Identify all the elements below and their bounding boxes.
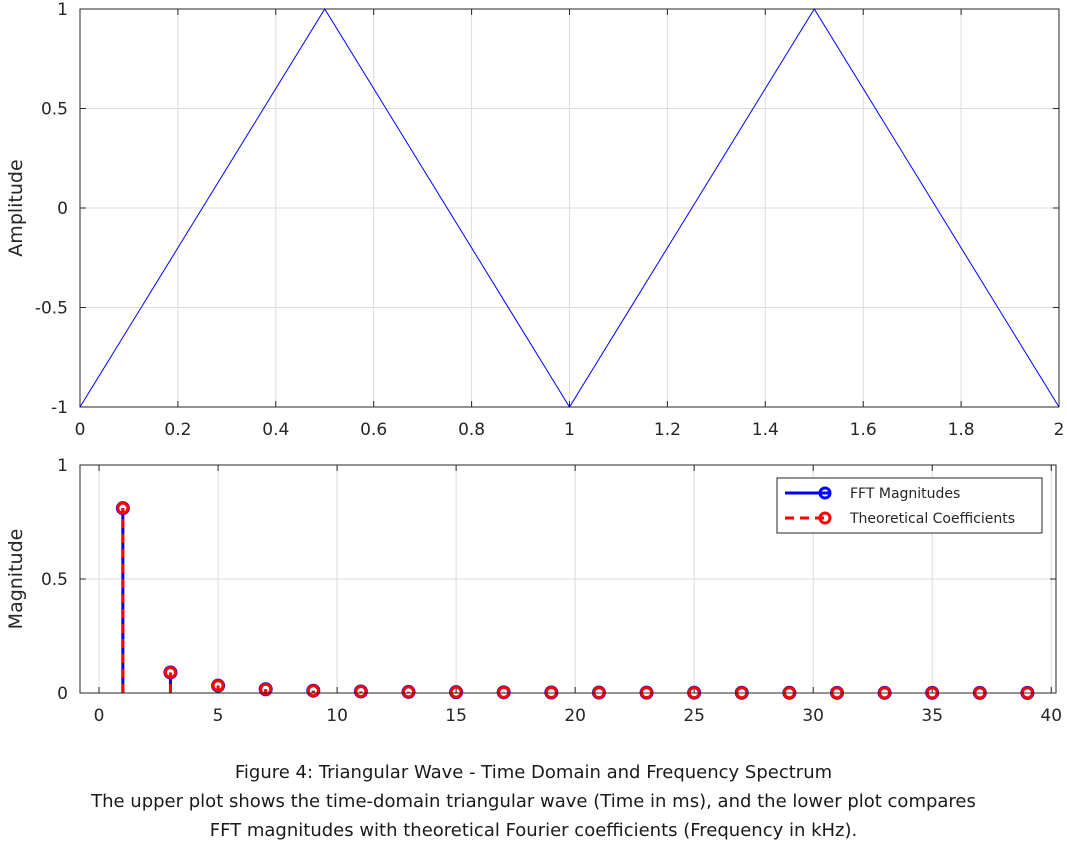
x-tick-label: 1.2: [654, 420, 681, 440]
y-axis-label: Amplitude: [5, 159, 27, 256]
theoretical-marker: [497, 685, 511, 699]
y-tick-label: 0.5: [41, 100, 68, 120]
y-tick-label: 1: [57, 456, 68, 476]
x-tick-label: 0: [75, 420, 86, 440]
x-tick-label: 0: [94, 706, 105, 726]
caption-title: Figure 4: Triangular Wave - Time Domain …: [234, 762, 833, 783]
theoretical-marker: [163, 665, 177, 679]
legend-entry-label: FFT Magnitudes: [850, 486, 960, 502]
theoretical-marker: [259, 682, 273, 696]
x-tick-label: 1.4: [752, 420, 779, 440]
x-tick-label: 40: [1040, 706, 1062, 726]
y-axis-label: Magnitude: [5, 529, 27, 630]
y-tick-label: -0.5: [35, 299, 68, 319]
x-tick-label: 0.6: [360, 420, 387, 440]
y-tick-label: 0: [57, 199, 68, 219]
y-tick-label: 0: [57, 684, 68, 704]
x-tick-label: 2: [1054, 420, 1065, 440]
x-tick-label: 15: [445, 706, 467, 726]
plot-frame: [79, 464, 1057, 694]
caption-description-line1: The upper plot shows the time-domain tri…: [91, 791, 976, 812]
time-domain-plot: 0 0.2 0.4 0.6 0.8 1 1.2 1.4 1.6 1.8 2 -1 -0.5 0 0.5 1 Am…: [5, 0, 1064, 440]
y-tick-label: 0.5: [41, 570, 68, 590]
x-tick-label: 1.8: [948, 420, 975, 440]
y-tick-label: 1: [57, 0, 68, 20]
x-tick-label: 0.4: [262, 420, 289, 440]
x-tick-label: 20: [564, 706, 586, 726]
x-tick-label: 10: [326, 706, 348, 726]
theoretical-marker: [402, 685, 416, 699]
plot-frame: [79, 8, 1060, 408]
x-tick-label: 0.2: [164, 420, 191, 440]
theoretical-marker: [449, 685, 463, 699]
x-tick-label: 1: [564, 420, 575, 440]
legend-box: [776, 477, 1043, 534]
x-tick-label: 25: [683, 706, 705, 726]
y-tick-label: -1: [51, 398, 68, 418]
figure-caption: Figure 4: Triangular Wave - Time Domain …: [0, 758, 1067, 845]
legend: FFT Magnitudes Theoretical Coefficients: [776, 477, 1043, 534]
x-tick-label: 35: [921, 706, 943, 726]
frequency-spectrum-plot: 0 5 10 15 20 25 30 35 40 0 0.5 1 Magnitude FFT Magnit…: [5, 456, 1062, 726]
x-tick-label: 30: [802, 706, 824, 726]
theoretical-marker: [211, 679, 225, 693]
theoretical-marker: [354, 684, 368, 698]
legend-entry-label: Theoretical Coefficients: [849, 511, 1015, 527]
theoretical-marker: [544, 685, 558, 699]
legend-marker-swatch: [818, 486, 832, 500]
caption-description-line2: FFT magnitudes with theoretical Fourier …: [209, 820, 858, 841]
theoretical-marker: [116, 501, 130, 515]
theoretical-marker: [306, 684, 320, 698]
x-tick-label: 1.6: [850, 420, 877, 440]
x-tick-label: 0.8: [458, 420, 485, 440]
legend-marker-swatch: [818, 511, 832, 525]
x-tick-label: 5: [213, 706, 224, 726]
